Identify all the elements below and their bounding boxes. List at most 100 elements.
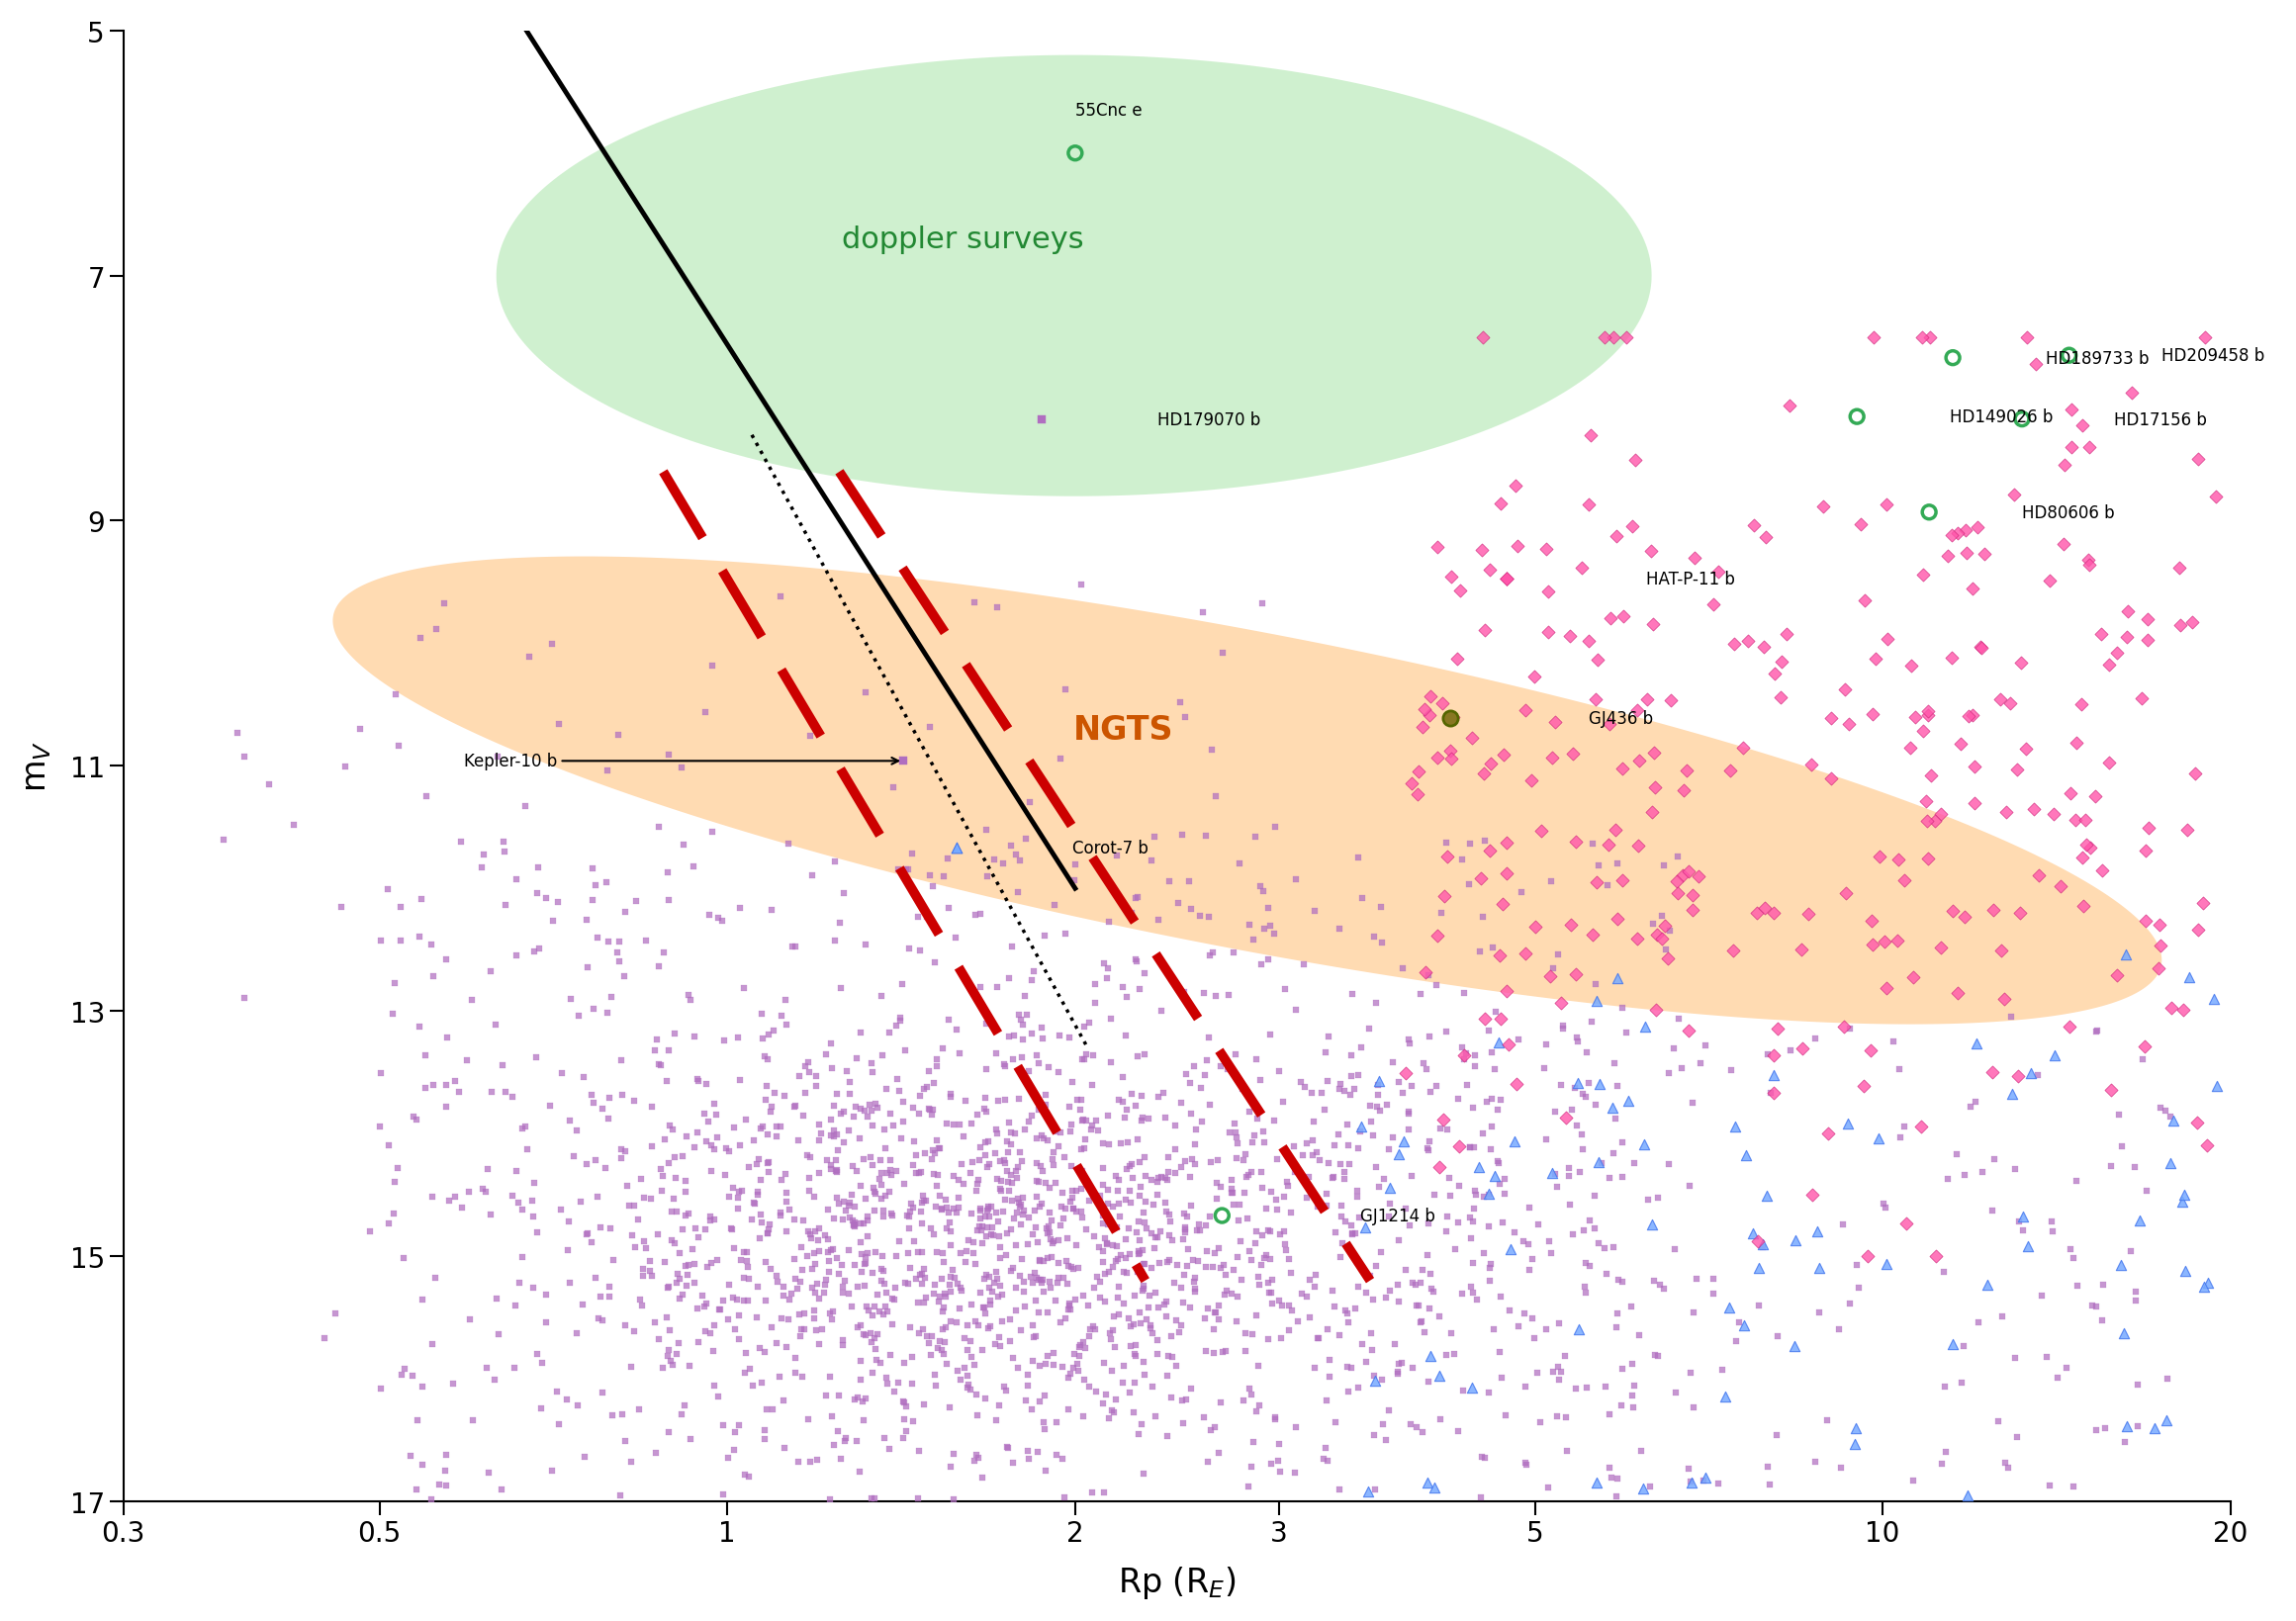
Point [1095,1195,1132,1221]
Point [1841,1274,1878,1300]
Point [1506,1300,1543,1326]
Point [1256,1407,1293,1433]
Point [1077,1316,1114,1342]
Point [2154,995,2190,1021]
Point [746,1417,783,1443]
Point [967,1096,1003,1122]
Point [914,1146,951,1172]
Point [856,1182,893,1208]
Point [808,1383,845,1409]
Point [1261,1221,1297,1247]
Point [1605,1130,1642,1156]
Point [1343,1331,1380,1357]
Point [778,1276,815,1302]
Point [1107,1187,1143,1213]
Point [1412,1295,1449,1321]
Point [2034,1219,2071,1245]
Point [1240,1264,1277,1290]
Point [928,1195,964,1221]
Point [1265,1089,1302,1115]
Point [1251,1247,1288,1272]
Point [719,1196,755,1222]
Point [1515,663,1552,689]
Point [944,1151,980,1177]
Point [980,1245,1017,1271]
Point [1635,741,1671,767]
Point [820,1157,856,1183]
Point [1683,1050,1720,1076]
Point [1187,1307,1224,1332]
Point [730,1266,767,1292]
Point [762,1200,799,1225]
Point [556,1143,592,1169]
Point [1164,822,1201,848]
Point [1084,1211,1120,1237]
Point [1054,1070,1091,1096]
Point [2032,1472,2069,1498]
Point [397,1107,434,1133]
Point [1933,645,1970,671]
Point [705,1289,742,1315]
Point [484,1477,521,1503]
Point [852,1093,889,1118]
Point [1187,1062,1224,1088]
Point [675,1135,712,1161]
Point [1451,830,1488,856]
Point [1192,1149,1228,1175]
Point [980,1392,1017,1418]
Point [790,1219,827,1245]
Point [1715,939,1752,964]
Point [2037,1042,2073,1068]
Point [1490,1031,1527,1057]
Point [558,1321,595,1347]
Point [1380,1362,1417,1388]
Point [1410,1368,1446,1394]
Point [971,1204,1008,1230]
Point [1047,921,1084,947]
Point [1511,1195,1548,1221]
Point [1125,1349,1162,1375]
Point [1846,588,1883,614]
Point [1444,1047,1481,1073]
Point [905,1183,941,1209]
Point [1033,1146,1070,1172]
Point [916,1161,953,1187]
Point [1458,1044,1495,1070]
Point [843,1260,879,1285]
Point [1233,1454,1270,1480]
Point [992,1258,1029,1284]
Point [2140,911,2177,937]
Point [767,1083,804,1109]
Point [1008,1002,1045,1028]
Point [957,1178,994,1204]
Point [831,1081,868,1107]
Point [1070,1188,1107,1214]
Point [1325,1165,1362,1191]
Point [1123,1412,1159,1438]
Point [859,1347,895,1373]
Point [1047,1196,1084,1222]
Point [689,1290,726,1316]
Point [1541,1367,1577,1392]
Point [615,1193,652,1219]
Point [1001,1190,1038,1216]
Point [739,1178,776,1204]
Point [1414,1279,1451,1305]
Point [1311,1024,1348,1050]
Point [1217,1110,1254,1136]
Point [838,1315,875,1341]
Point [815,1123,852,1149]
Point [1329,1379,1366,1405]
Point [1389,1099,1426,1125]
Point [517,1170,553,1196]
Point [721,1326,758,1352]
Point [464,1175,501,1201]
Point [1942,1370,1979,1396]
Point [1178,1151,1215,1177]
Point [1671,859,1708,885]
Point [1885,1114,1922,1140]
Point [2117,1154,2154,1180]
Point [514,1276,551,1302]
Point [1591,1456,1628,1482]
Point [590,1084,627,1110]
